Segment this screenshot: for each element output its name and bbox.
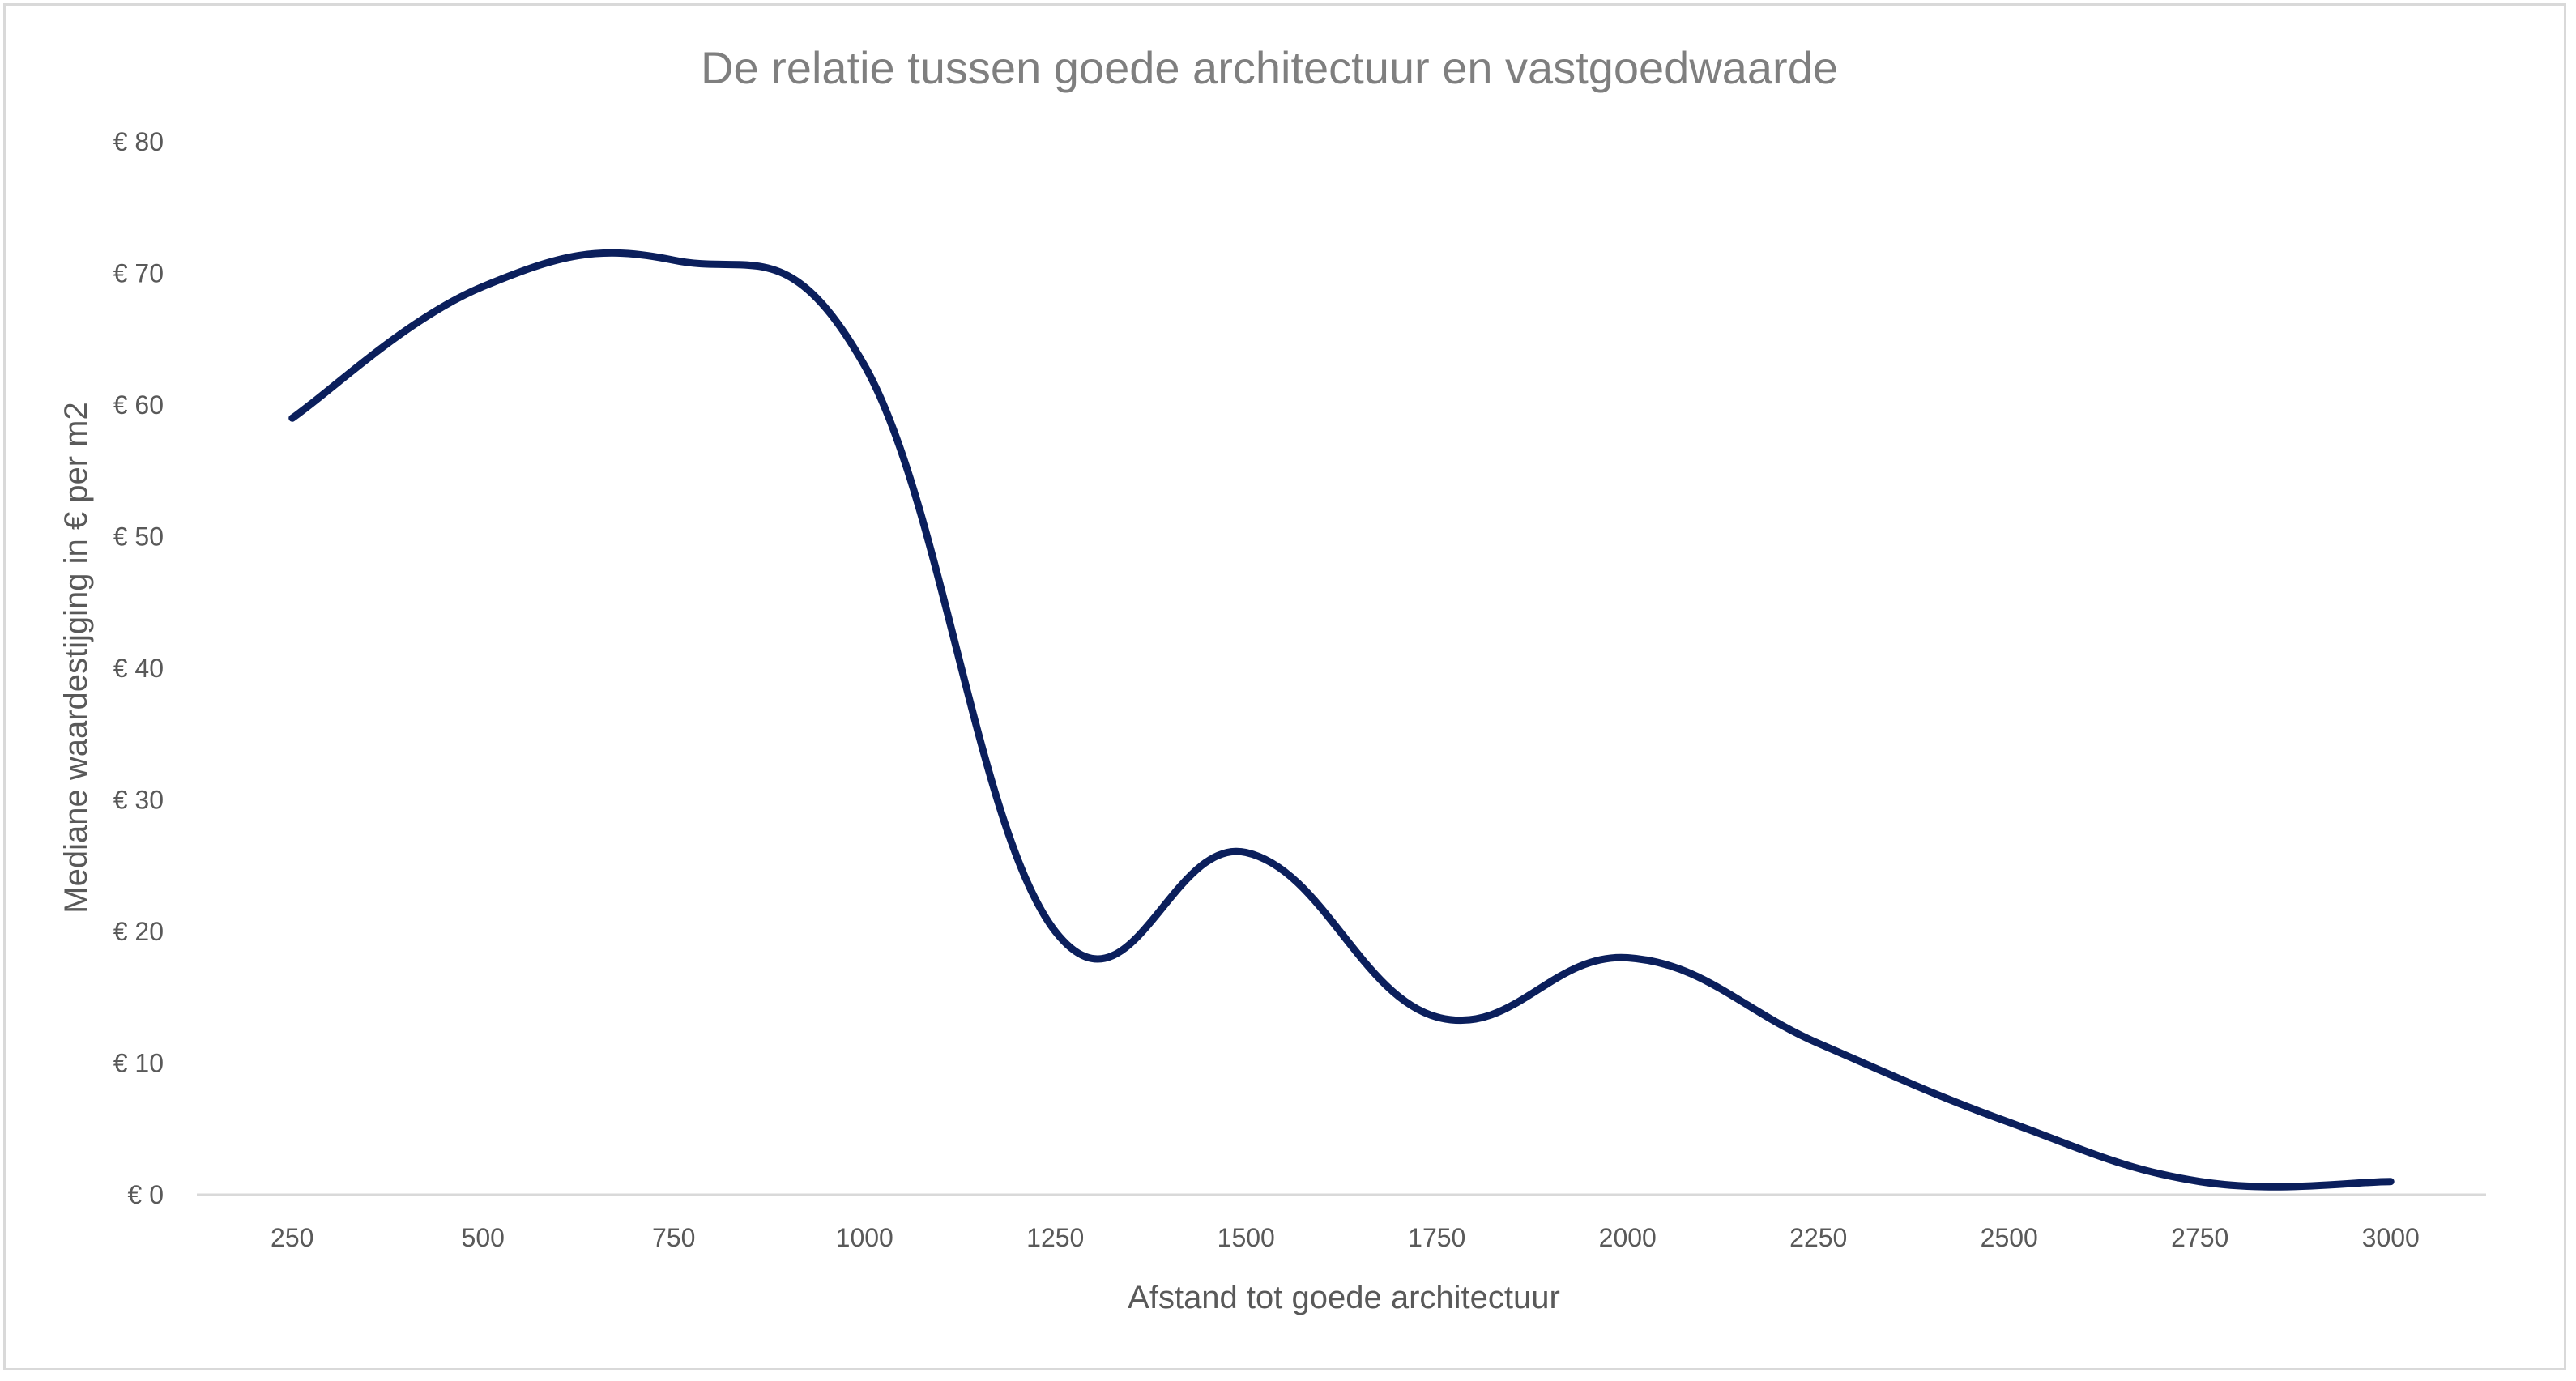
x-tick-label: 750	[652, 1223, 695, 1252]
y-axis-ticks: € 0 € 10 € 20 € 30 € 40 € 50 € 60 € 70 € 80	[113, 127, 164, 1209]
y-tick-label: € 10	[113, 1049, 164, 1078]
x-tick-label: 3000	[2362, 1223, 2420, 1252]
y-tick-label: € 70	[113, 259, 164, 288]
x-tick-label: 500	[462, 1223, 505, 1252]
x-tick-label: 1500	[1218, 1223, 1275, 1252]
x-tick-label: 2750	[2171, 1223, 2228, 1252]
y-tick-label: € 60	[113, 390, 164, 420]
y-axis-title: Mediane waardestijging in € per m2	[58, 402, 94, 913]
x-axis-title: Afstand tot goede architectuur	[1128, 1280, 1560, 1315]
x-axis-ticks: 250 500 750 1000 1250 1500 1750 2000 2250 2500 275…	[271, 1223, 2420, 1252]
y-tick-label: € 80	[113, 127, 164, 156]
y-tick-label: € 0	[128, 1180, 164, 1209]
x-tick-label: 250	[271, 1223, 313, 1252]
x-tick-label: 1250	[1026, 1223, 1084, 1252]
x-tick-label: 2250	[1789, 1223, 1847, 1252]
x-tick-label: 2500	[1981, 1223, 2038, 1252]
y-tick-label: € 30	[113, 786, 164, 815]
x-tick-label: 1750	[1408, 1223, 1465, 1252]
chart-frame: De relatie tussen goede architectuur en …	[3, 3, 2566, 1370]
line-chart: De relatie tussen goede architectuur en …	[58, 42, 2486, 1315]
chart-title: De relatie tussen goede architectuur en …	[701, 42, 1838, 93]
y-tick-label: € 20	[113, 917, 164, 946]
y-tick-label: € 50	[113, 522, 164, 552]
x-tick-label: 1000	[836, 1223, 893, 1252]
y-tick-label: € 40	[113, 654, 164, 683]
x-tick-label: 2000	[1599, 1223, 1657, 1252]
series-line	[288, 249, 2395, 1191]
